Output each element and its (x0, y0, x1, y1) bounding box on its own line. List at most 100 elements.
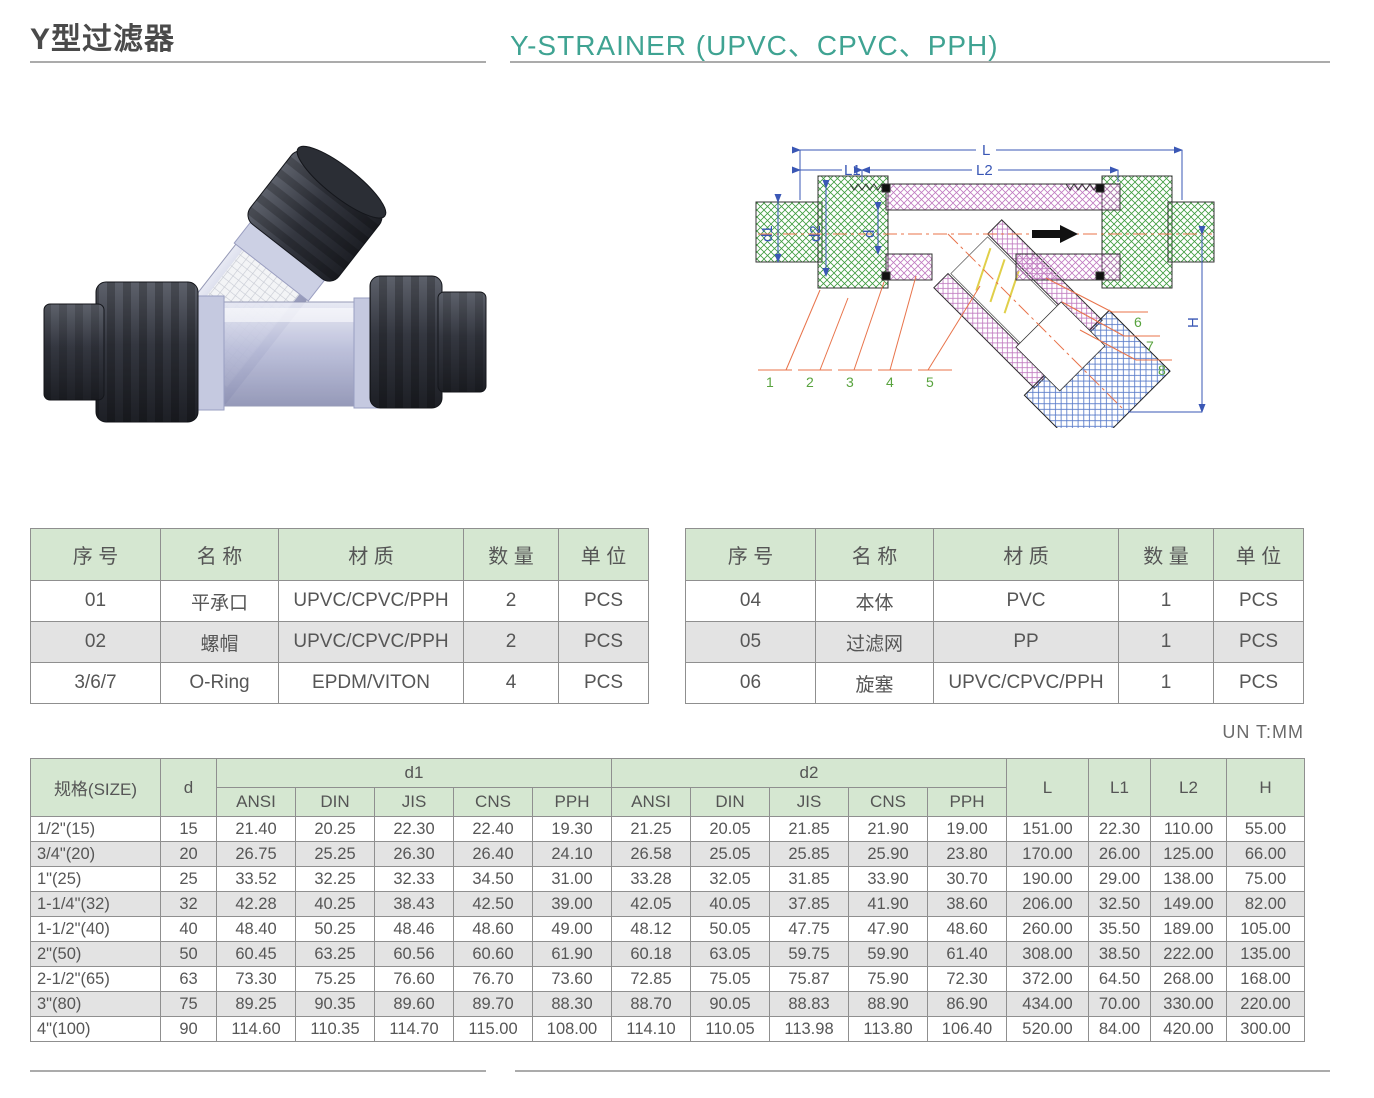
svg-text:7: 7 (1146, 338, 1154, 354)
column-header: 单 位 (1213, 528, 1304, 581)
table-cell: 110.00 (1150, 816, 1227, 842)
table-cell: 40 (160, 916, 217, 942)
column-header: PPH (532, 787, 612, 817)
table-cell: 75 (160, 991, 217, 1017)
dim-label-d: d (861, 230, 878, 238)
column-header: DIN (295, 787, 375, 817)
y-strainer-section-drawing: L L1 L2 d1 d2 d H 1 2 3 4 5 6 7 8 (755, 142, 1215, 428)
page-title-cn: Y型过滤器 (30, 23, 176, 56)
column-header-L: L (1006, 758, 1089, 817)
table-cell: 22.30 (374, 816, 454, 842)
table-cell: 32.05 (690, 866, 770, 892)
table-cell: 60.56 (374, 941, 454, 967)
table-cell: 42.50 (453, 891, 533, 917)
table-cell: 平承口 (160, 580, 279, 622)
table-cell: 42.28 (216, 891, 296, 917)
table-cell: 308.00 (1006, 941, 1089, 967)
right-union-nut (369, 275, 443, 409)
table-cell: PP (933, 621, 1119, 663)
table-cell: 260.00 (1006, 916, 1089, 942)
table-row: 4"(100) 90 114.60 110.35 114.70 115.00 108.00 1… (30, 1016, 1305, 1042)
table-cell: 25.25 (295, 841, 375, 867)
table-row: 01 平承口 UPVC/CPVC/PPH 2 PCS (30, 580, 649, 622)
table-cell: 220.00 (1226, 991, 1305, 1017)
page-title-en: Y-STRAINER (UPVC、CPVC、PPH) (510, 30, 999, 61)
table-cell: 40.05 (690, 891, 770, 917)
table-cell: 4 (463, 662, 559, 704)
dims-header-group-row: 规格(SIZE) d d1 d2 L L1 L2 H (30, 758, 1305, 817)
product-photo (40, 136, 500, 448)
table-cell: 06 (685, 662, 816, 704)
svg-text:5: 5 (926, 374, 934, 390)
table-cell: 20.25 (295, 816, 375, 842)
column-header: 序 号 (30, 528, 161, 581)
table-cell: 88.30 (532, 991, 612, 1017)
table-cell: 3"(80) (30, 991, 161, 1017)
column-header-H: H (1226, 758, 1305, 817)
table-cell: 1-1/4"(32) (30, 891, 161, 917)
table-cell: 108.00 (532, 1016, 612, 1042)
table-cell: 31.00 (532, 866, 612, 892)
table-cell: 26.00 (1088, 841, 1151, 867)
table-cell: 21.25 (611, 816, 691, 842)
table-cell: 29.00 (1088, 866, 1151, 892)
table-cell: 50 (160, 941, 217, 967)
table-cell: 206.00 (1006, 891, 1089, 917)
table-cell: PCS (1213, 662, 1304, 704)
table-cell: 33.28 (611, 866, 691, 892)
table-cell: 26.75 (216, 841, 296, 867)
table-cell: 73.60 (532, 966, 612, 992)
dimension-table: 规格(SIZE) d d1 d2 L L1 L2 H ANSI DIN JIS … (30, 758, 1305, 1042)
table-cell: 20.05 (690, 816, 770, 842)
table-cell: 15 (160, 816, 217, 842)
table-cell: 170.00 (1006, 841, 1089, 867)
table-cell: 螺帽 (160, 621, 279, 663)
table-row: 2"(50) 50 60.45 63.25 60.56 60.60 61.90 60.18 63… (30, 941, 1305, 967)
table-cell: 32.25 (295, 866, 375, 892)
table-cell: 86.90 (927, 991, 1007, 1017)
table-cell: 59.90 (848, 941, 928, 967)
table-cell: 37.85 (769, 891, 849, 917)
table-cell: 61.90 (532, 941, 612, 967)
table-cell: 168.00 (1226, 966, 1305, 992)
table-cell: 114.70 (374, 1016, 454, 1042)
column-header: CNS (848, 787, 928, 817)
svg-text:1: 1 (766, 374, 774, 390)
table-cell: 02 (30, 621, 161, 663)
table-cell: 1/2"(15) (30, 816, 161, 842)
table-cell: 41.90 (848, 891, 928, 917)
table-cell: 330.00 (1150, 991, 1227, 1017)
table-cell: 55.00 (1226, 816, 1305, 842)
column-header: DIN (690, 787, 770, 817)
table-cell: 138.00 (1150, 866, 1227, 892)
table-cell: 76.70 (453, 966, 533, 992)
column-header: JIS (374, 787, 454, 817)
table-cell: 75.87 (769, 966, 849, 992)
table-cell: 60.45 (216, 941, 296, 967)
table-cell: 21.85 (769, 816, 849, 842)
column-header: ANSI (611, 787, 691, 817)
table-cell: 189.00 (1150, 916, 1227, 942)
table-cell: UPVC/CPVC/PPH (933, 662, 1119, 704)
table-cell: 39.00 (532, 891, 612, 917)
table-cell: 75.05 (690, 966, 770, 992)
table-cell: 1-1/2"(40) (30, 916, 161, 942)
table-cell: 61.40 (927, 941, 1007, 967)
table-cell: 89.70 (453, 991, 533, 1017)
table-cell: 24.10 (532, 841, 612, 867)
right-socket (437, 291, 487, 393)
table-cell: 25 (160, 866, 217, 892)
y-strainer-photo-illustration (43, 145, 487, 423)
column-header: 单 位 (558, 528, 649, 581)
table-cell: 89.25 (216, 991, 296, 1017)
table-cell: 90 (160, 1016, 217, 1042)
table-cell: 90.05 (690, 991, 770, 1017)
svg-text:4: 4 (886, 374, 894, 390)
table-cell: 40.25 (295, 891, 375, 917)
table-cell: 73.30 (216, 966, 296, 992)
table-cell: 66.00 (1226, 841, 1305, 867)
table-cell: 2-1/2"(65) (30, 966, 161, 992)
table-cell: 89.60 (374, 991, 454, 1017)
table-cell: 63.05 (690, 941, 770, 967)
table-cell: 1"(25) (30, 866, 161, 892)
